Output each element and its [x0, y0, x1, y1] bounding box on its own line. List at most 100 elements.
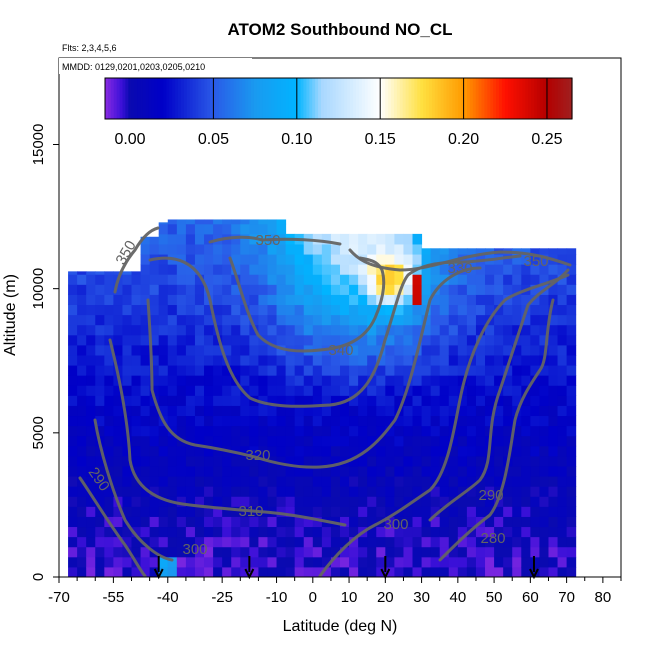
heatmap-cell	[349, 243, 359, 255]
heatmap-cell	[376, 375, 386, 386]
colorbar-strip	[499, 78, 503, 119]
heatmap-cell	[231, 264, 241, 275]
colorbar-strip	[151, 78, 156, 119]
heatmap-cell	[167, 455, 178, 467]
heatmap-cell	[77, 435, 87, 447]
heatmap-cell	[466, 516, 477, 528]
heatmap-cell	[294, 496, 305, 507]
heatmap-cell	[358, 365, 368, 376]
heatmap-cell	[86, 415, 96, 427]
heatmap-cell	[249, 496, 259, 507]
heatmap-cell	[131, 324, 142, 336]
heatmap-cell	[466, 385, 477, 396]
heatmap-cell	[231, 334, 241, 346]
heatmap-cell	[403, 365, 414, 376]
heatmap-cell	[494, 344, 504, 356]
heatmap-cell	[485, 385, 495, 396]
heatmap-cell	[412, 526, 423, 538]
heatmap-cell	[149, 344, 160, 356]
heatmap-cell	[367, 465, 377, 477]
heatmap-cell	[185, 556, 196, 568]
heatmap-cell	[167, 445, 178, 457]
heatmap-cell	[194, 304, 205, 316]
heatmap-cell	[385, 365, 395, 376]
heatmap-cell	[358, 294, 368, 306]
heatmap-cell	[466, 304, 477, 316]
heatmap-cell	[430, 425, 441, 437]
heatmap-cell	[194, 344, 205, 356]
heatmap-cell	[194, 233, 205, 245]
heatmap-cell	[104, 435, 114, 447]
heatmap-cell	[86, 395, 96, 406]
heatmap-cell	[566, 344, 577, 356]
heatmap-cell	[430, 304, 441, 316]
heatmap-cell	[412, 354, 423, 366]
heatmap-cell	[113, 445, 123, 457]
heatmap-cell	[95, 566, 105, 577]
heatmap-cell	[104, 344, 114, 356]
heatmap-cell	[213, 516, 223, 528]
heatmap-cell	[131, 334, 142, 346]
colorbar-strip	[221, 78, 226, 119]
heatmap-cell	[285, 486, 296, 497]
heatmap-cell	[240, 516, 250, 528]
colorbar-strip	[446, 78, 451, 119]
heatmap-cell	[122, 556, 133, 568]
heatmap-cell	[457, 395, 468, 406]
heatmap-cell	[194, 455, 205, 467]
heatmap-cell	[176, 546, 187, 558]
heatmap-cell	[294, 365, 305, 376]
heatmap-cell	[204, 536, 214, 548]
heatmap-cell	[303, 415, 314, 427]
heatmap-cell	[240, 445, 250, 457]
heatmap-cell	[385, 304, 395, 316]
heatmap-cell	[140, 496, 151, 507]
heatmap-cell	[430, 506, 441, 517]
contour-label-280: 280	[480, 530, 505, 547]
heatmap-cell	[185, 304, 196, 316]
heatmap-cell	[557, 465, 568, 477]
heatmap-cell	[303, 486, 314, 497]
heatmap-cell	[213, 566, 223, 577]
heatmap-cell	[68, 465, 78, 477]
heatmap-cell	[267, 324, 278, 336]
heatmap-cell	[485, 405, 495, 417]
colorbar-strip	[177, 78, 182, 119]
heatmap-cell	[222, 223, 232, 235]
heatmap-cell	[213, 496, 223, 507]
colorbar-strip	[110, 78, 115, 119]
heatmap-cell	[385, 375, 395, 386]
heatmap-cell	[548, 264, 559, 275]
heatmap-cell	[86, 516, 96, 528]
heatmap-cell	[312, 395, 323, 406]
heatmap-cell	[330, 264, 341, 275]
heatmap-cell	[249, 354, 259, 366]
colorbar-strip	[137, 78, 141, 119]
heatmap-cell	[521, 546, 531, 558]
heatmap-cell	[249, 455, 259, 467]
heatmap-cell	[158, 455, 169, 467]
heatmap-cell	[240, 254, 250, 265]
heatmap-cell	[95, 365, 105, 376]
heatmap-cell	[475, 385, 486, 396]
heatmap-cell	[340, 506, 350, 517]
heatmap-cell	[249, 405, 259, 417]
heatmap-cell	[430, 314, 441, 326]
heatmap-cell	[267, 304, 278, 316]
colorbar-strip	[376, 78, 380, 119]
heatmap-cell	[430, 435, 441, 447]
heatmap-cell	[321, 536, 332, 548]
heatmap-cell	[566, 294, 577, 306]
heatmap-cell	[104, 395, 114, 406]
colorbar-strip	[320, 78, 325, 119]
heatmap-cell	[358, 425, 368, 437]
heatmap-cell	[240, 526, 250, 538]
heatmap-cell	[167, 284, 178, 295]
heatmap-cell	[566, 425, 577, 437]
heatmap-cell	[439, 465, 450, 477]
heatmap-cell	[349, 375, 359, 386]
heatmap-cell	[466, 435, 477, 447]
heatmap-cell	[258, 219, 268, 225]
heatmap-cell	[376, 445, 386, 457]
